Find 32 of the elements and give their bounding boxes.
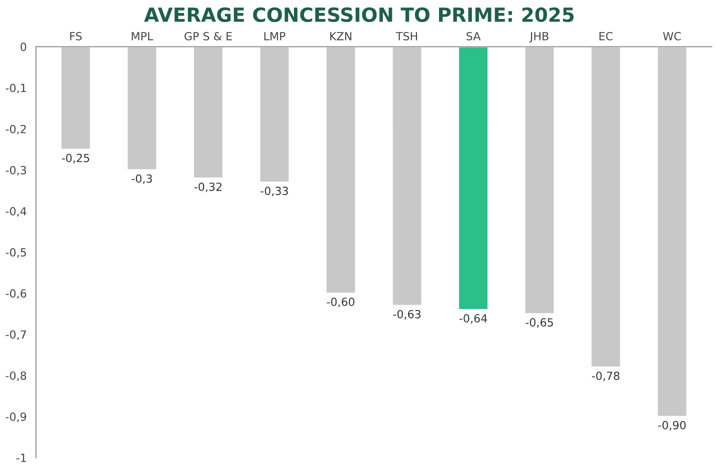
x-tick-label: EC [599, 32, 613, 40]
y-tick-label: -0,5 [6, 248, 26, 258]
data-label: -0,65 [526, 318, 553, 328]
y-tick-label: -0,2 [6, 124, 26, 134]
x-tick-label: FS [70, 32, 82, 40]
x-tick-label: SA [466, 32, 481, 40]
y-tick-label: -0,7 [6, 330, 26, 340]
x-tick-label: GP S & E [184, 32, 232, 40]
chart-title: AVERAGE CONCESSION TO PRIME: 2025 [144, 7, 574, 22]
data-label: -0,33 [260, 186, 288, 196]
data-label: -0,25 [62, 154, 90, 164]
data-label: -0,64 [459, 314, 488, 324]
data-label: -0,78 [592, 372, 620, 382]
x-tick-label: WC [663, 32, 681, 40]
y-tick-label: -0,6 [6, 289, 26, 299]
y-tick-label: -0,1 [6, 84, 26, 94]
y-tick-label: -0,4 [6, 207, 26, 217]
x-tick-label: MPL [132, 32, 154, 40]
y-tick-label: -0,3 [6, 166, 26, 176]
data-label: -0,3 [132, 174, 152, 184]
data-label: -0,60 [326, 298, 354, 308]
y-tick-label: 0 [20, 42, 26, 52]
y-tick-label: -0,8 [6, 371, 26, 381]
y-tick-label: -1 [16, 454, 26, 462]
x-tick-label: TSH [396, 32, 418, 40]
x-tick-label: JHB [529, 32, 548, 42]
data-label: -0,32 [194, 182, 222, 192]
y-tick-label: -0,9 [6, 412, 26, 422]
x-tick-label: KZN [330, 32, 352, 40]
x-tick-label: LMP [264, 32, 286, 40]
data-label: -0,90 [658, 420, 686, 430]
data-label: -0,63 [393, 310, 420, 320]
